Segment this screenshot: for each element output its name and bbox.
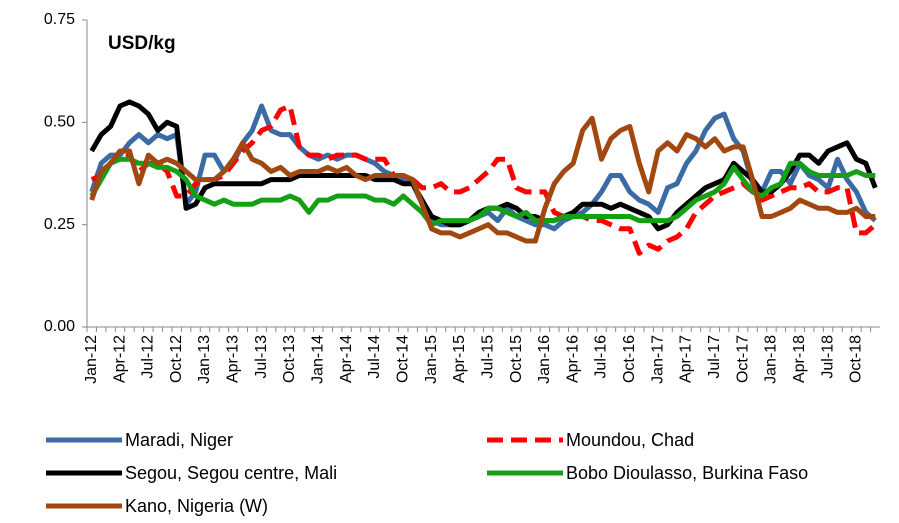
legend-label: Kano, Nigeria (W) (125, 496, 268, 516)
x-tick-label: Oct-14 (394, 335, 411, 383)
x-tick-label: Jul-13 (253, 335, 270, 379)
x-tick-label: Apr-18 (791, 335, 808, 383)
x-tick-label: Jul-12 (140, 335, 157, 379)
x-tick-label: Apr-14 (338, 335, 355, 383)
x-tick-label: Jul-17 (706, 335, 723, 379)
x-tick-label: Jan-12 (83, 335, 100, 384)
x-tick-label: Apr-13 (225, 335, 242, 383)
x-tick-label: Jul-15 (479, 335, 496, 379)
legend-label: Maradi, Niger (125, 430, 233, 450)
x-tick-label: Apr-17 (678, 335, 695, 383)
chart-title: USD/kg (108, 33, 176, 54)
x-tick-label: Oct-15 (508, 335, 525, 383)
x-tick-label: Jan-14 (310, 335, 327, 384)
legend-label: Segou, Segou centre, Mali (125, 463, 337, 483)
x-tick-label: Jan-16 (536, 335, 553, 384)
x-tick-label: Jul-16 (593, 335, 610, 379)
x-tick-label: Jan-15 (423, 335, 440, 384)
x-tick-label: Apr-16 (564, 335, 581, 383)
legend-label: Bobo Dioulasso, Burkina Faso (566, 463, 808, 483)
y-tick-label: 0.25 (44, 216, 75, 233)
y-tick-label: 0.50 (44, 114, 75, 131)
x-tick-label: Jul-14 (366, 335, 383, 379)
x-tick-label: Oct-17 (734, 335, 751, 383)
x-tick-label: Oct-18 (848, 335, 865, 383)
y-tick-label: 0.75 (44, 11, 75, 28)
series-line (89, 156, 876, 228)
x-tick-label: Oct-12 (168, 335, 185, 383)
x-tick-label: Jan-13 (196, 335, 213, 384)
legend-label: Moundou, Chad (566, 430, 694, 450)
x-tick-label: Jul-18 (819, 335, 836, 379)
x-tick-label: Apr-12 (111, 335, 128, 383)
x-tick-label: Oct-16 (621, 335, 638, 383)
x-tick-label: Oct-13 (281, 335, 298, 383)
x-tick-label: Jan-17 (649, 335, 666, 384)
series-line (89, 115, 876, 244)
x-tick-label: Jan-18 (763, 335, 780, 384)
x-tick-label: Apr-15 (451, 335, 468, 383)
y-tick-label: 0.00 (44, 318, 75, 335)
